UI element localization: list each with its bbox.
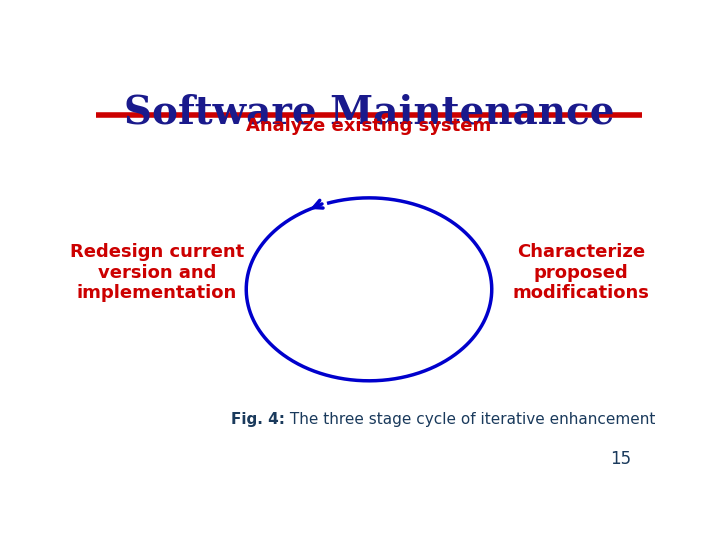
Text: The three stage cycle of iterative enhancement: The three stage cycle of iterative enhan… [285,411,656,427]
Text: Software Maintenance: Software Maintenance [124,94,614,132]
Text: 15: 15 [610,450,631,468]
Text: Characterize
proposed
modifications: Characterize proposed modifications [513,243,649,302]
Text: Analyze existing system: Analyze existing system [246,118,492,136]
Text: Fig. 4:: Fig. 4: [231,411,285,427]
Text: Redesign current
version and
implementation: Redesign current version and implementat… [70,243,244,302]
